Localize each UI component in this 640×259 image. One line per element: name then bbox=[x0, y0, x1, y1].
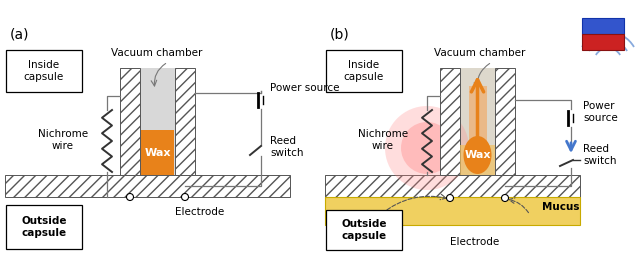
Bar bbox=[175, 68, 195, 175]
Text: Mucus: Mucus bbox=[542, 202, 579, 212]
Text: Reed
switch: Reed switch bbox=[270, 136, 303, 158]
Text: Power source: Power source bbox=[270, 83, 339, 93]
Text: Inside
capsule: Inside capsule bbox=[24, 60, 64, 82]
Bar bbox=[460, 68, 495, 175]
Text: Vacuum chamber: Vacuum chamber bbox=[435, 48, 525, 58]
Text: Power
source: Power source bbox=[583, 101, 618, 123]
Bar bbox=[140, 68, 175, 175]
Circle shape bbox=[127, 193, 134, 200]
Bar bbox=[120, 68, 140, 175]
Text: Outside
capsule: Outside capsule bbox=[21, 216, 67, 238]
Bar bbox=[6, 50, 82, 92]
Bar bbox=[141, 130, 174, 175]
Text: Reed
switch: Reed switch bbox=[583, 144, 616, 166]
Bar bbox=[6, 205, 82, 249]
Text: Vacuum chamber: Vacuum chamber bbox=[111, 48, 203, 58]
Text: Inside
capsule: Inside capsule bbox=[344, 60, 384, 82]
Text: Electrode: Electrode bbox=[175, 207, 225, 217]
Text: Outside
capsule: Outside capsule bbox=[341, 219, 387, 241]
Bar bbox=[582, 34, 624, 50]
Bar bbox=[325, 197, 580, 225]
Circle shape bbox=[502, 195, 509, 202]
Text: Wax: Wax bbox=[464, 150, 491, 160]
Bar bbox=[468, 86, 486, 168]
Text: Nichrome
wire: Nichrome wire bbox=[38, 129, 88, 151]
Bar bbox=[460, 145, 495, 175]
Circle shape bbox=[385, 106, 469, 190]
Circle shape bbox=[182, 193, 189, 200]
Text: Nichrome
wire: Nichrome wire bbox=[358, 129, 408, 151]
Bar bbox=[326, 50, 402, 92]
Circle shape bbox=[401, 122, 453, 174]
Bar bbox=[582, 18, 624, 34]
Text: Wax: Wax bbox=[144, 147, 171, 157]
Bar bbox=[325, 175, 580, 197]
Circle shape bbox=[447, 195, 454, 202]
Bar bbox=[495, 68, 515, 175]
Ellipse shape bbox=[463, 136, 492, 174]
Text: (b): (b) bbox=[330, 28, 349, 42]
Text: Electrode: Electrode bbox=[451, 237, 500, 247]
Bar bbox=[440, 68, 460, 175]
Bar bbox=[5, 175, 290, 197]
Bar bbox=[326, 210, 402, 250]
Text: (a): (a) bbox=[10, 28, 29, 42]
